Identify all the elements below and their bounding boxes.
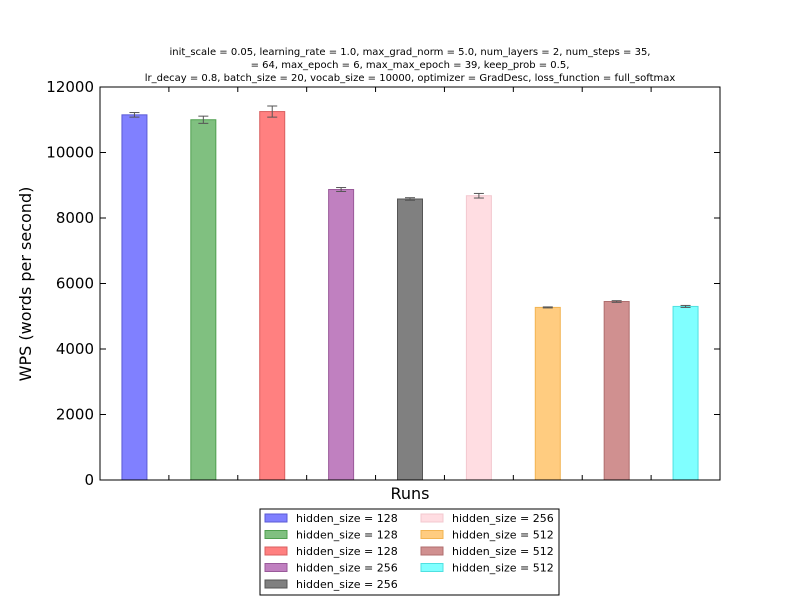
legend-item-8: hidden_size = 512 — [420, 545, 554, 558]
legend-label: hidden_size = 256 — [452, 512, 554, 525]
chart-title: init_scale = 0.05, learning_rate = 1.0, … — [145, 47, 676, 84]
bar-3 — [259, 111, 286, 481]
legend-item-9: hidden_size = 512 — [420, 562, 554, 575]
error-bars-layer — [129, 105, 691, 309]
error-bar-1 — [129, 112, 140, 118]
legend-swatch — [264, 579, 288, 589]
bar-2 — [190, 119, 217, 481]
y-tick-label-8000: 8000 — [56, 209, 94, 227]
bar-7 — [534, 306, 561, 481]
legend-label: hidden_size = 512 — [452, 529, 554, 542]
legend-item-4: hidden_size = 256 — [264, 562, 398, 575]
error-bar-7 — [542, 306, 553, 309]
legend-item-2: hidden_size = 128 — [264, 529, 398, 542]
chart-title-line-1: init_scale = 0.05, learning_rate = 1.0, … — [170, 47, 651, 58]
legend-swatch — [264, 563, 288, 572]
bar-6 — [465, 195, 492, 481]
bar-9 — [672, 305, 699, 481]
legend-item-7: hidden_size = 512 — [420, 529, 554, 542]
legend-label: hidden_size = 512 — [452, 545, 554, 558]
legend-label: hidden_size = 256 — [296, 562, 398, 575]
x-axis — [168, 87, 652, 480]
legend-label: hidden_size = 128 — [296, 545, 398, 558]
y-tick-label-10000: 10000 — [46, 144, 94, 162]
legend-item-1: hidden_size = 128 — [264, 512, 398, 525]
y-tick-label-12000: 12000 — [46, 78, 94, 96]
bars-layer — [121, 111, 699, 481]
legend-item-5: hidden_size = 256 — [264, 578, 398, 591]
legend-item-6: hidden_size = 256 — [420, 512, 554, 525]
legend-frame — [259, 508, 560, 596]
legend-swatch — [420, 530, 444, 539]
bar-4 — [328, 189, 355, 481]
legend-label: hidden_size = 128 — [296, 512, 398, 525]
error-bar-8 — [611, 300, 622, 303]
legend-label: hidden_size = 128 — [296, 529, 398, 542]
bar-1 — [121, 114, 148, 481]
error-bar-6 — [473, 192, 484, 199]
legend-swatch — [264, 530, 288, 539]
chart-title-line-3: lr_decay = 0.8, batch_size = 20, vocab_s… — [145, 73, 676, 84]
y-tick-label-6000: 6000 — [56, 275, 94, 293]
y-tick-label-4000: 4000 — [56, 340, 94, 358]
y-tick-label-0: 0 — [84, 471, 94, 489]
error-bar-9 — [680, 304, 691, 308]
y-tick-label-2000: 2000 — [56, 406, 94, 424]
y-axis: 0 2000 4000 6000 8000 10000 12000 — [46, 78, 720, 489]
error-bar-2 — [198, 115, 209, 124]
bar-5 — [397, 198, 423, 481]
bar-8 — [603, 301, 630, 481]
legend: hidden_size = 128 hidden_size = 128 hidden… — [259, 508, 560, 596]
legend-label: hidden_size = 512 — [452, 562, 554, 575]
chart-title-line-2: = 64, max_epoch = 6, max_max_epoch = 39,… — [251, 60, 570, 71]
x-axis-label: Runs — [390, 484, 429, 503]
error-bar-3 — [267, 105, 278, 118]
legend-label: hidden_size = 256 — [296, 578, 398, 591]
legend-swatch — [420, 513, 444, 523]
y-axis-label: WPS (words per second) — [16, 187, 35, 382]
legend-swatch — [420, 546, 444, 556]
error-bar-5 — [405, 197, 415, 201]
legend-item-3: hidden_size = 128 — [264, 545, 398, 558]
legend-swatch — [264, 546, 288, 556]
legend-swatch — [264, 513, 288, 523]
legend-swatch — [420, 563, 444, 572]
error-bar-4 — [336, 187, 347, 192]
